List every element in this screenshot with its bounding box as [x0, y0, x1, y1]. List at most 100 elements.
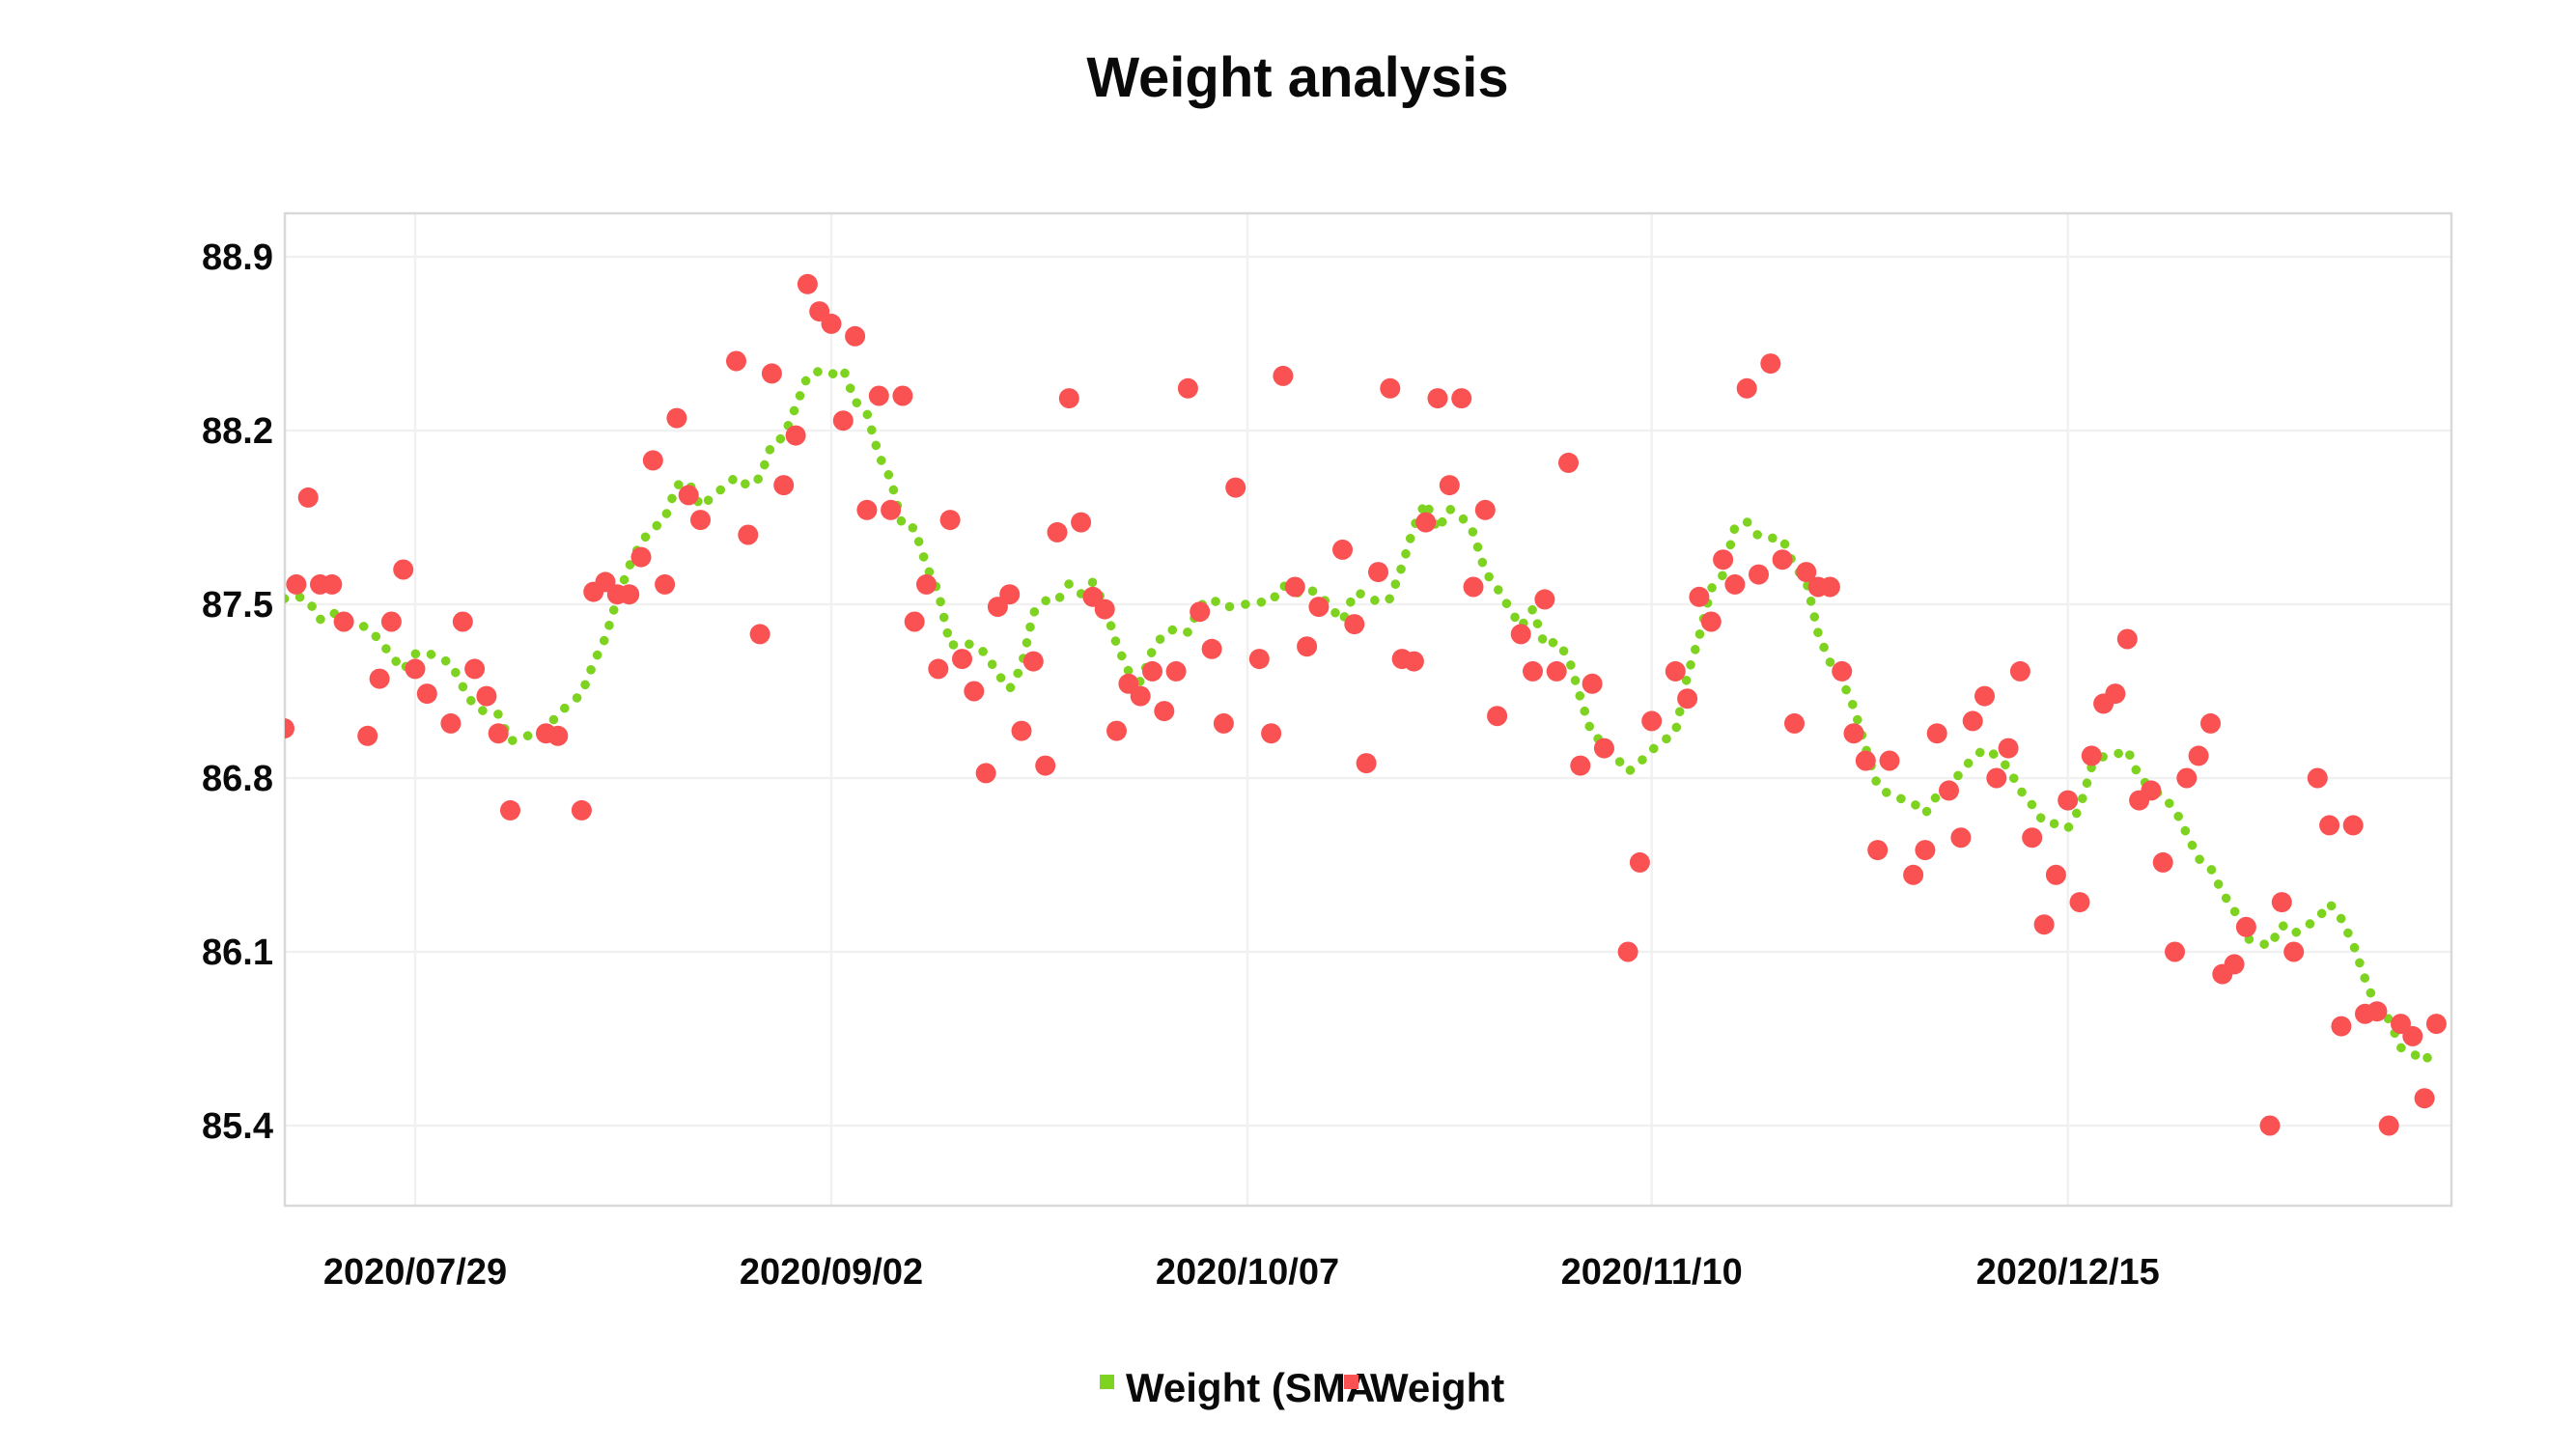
weight-point — [1011, 720, 1032, 741]
weight-point — [1629, 851, 1650, 873]
weight-point — [845, 325, 866, 347]
legend-label-weight: Weight — [1370, 1365, 1504, 1410]
weight-point — [928, 658, 949, 680]
weight-point — [464, 658, 486, 680]
weight-point — [416, 683, 437, 705]
weight-point — [1926, 723, 1947, 744]
weight-point — [1879, 750, 1900, 771]
weight-point — [1689, 586, 1710, 607]
weight-point — [964, 681, 985, 702]
y-tick-label: 87.5 — [202, 585, 273, 626]
weight-point — [821, 313, 842, 334]
weight-point — [1855, 750, 1876, 771]
weight-point — [1903, 864, 1924, 885]
weight-point — [797, 273, 818, 294]
weight-point — [2045, 864, 2066, 885]
x-tick-label: 2020/12/15 — [1976, 1252, 2160, 1293]
weight-point — [726, 350, 746, 372]
weight-point — [1534, 589, 1555, 610]
weight-point — [286, 573, 307, 595]
weight-point — [666, 407, 687, 429]
weight-point — [1915, 840, 1936, 861]
weight-point — [1832, 660, 1853, 682]
weight-point — [2116, 628, 2138, 650]
weight-point — [1463, 576, 1484, 598]
weight-point — [297, 487, 319, 508]
weight-point — [476, 685, 497, 707]
weight-point — [2331, 1016, 2352, 1037]
weight-point — [1261, 723, 1282, 744]
weight-point — [1058, 388, 1079, 409]
weight-point — [1284, 576, 1305, 598]
weight-point — [1546, 660, 1567, 682]
weight-points — [285, 273, 2447, 1136]
weight-point — [1617, 941, 1638, 962]
weight-point — [1819, 576, 1840, 598]
y-axis-labels: 88.9 88.2 87.5 86.8 86.1 85.4 — [202, 237, 273, 1147]
weight-point — [1523, 660, 1543, 682]
weight-point — [2402, 1025, 2423, 1046]
weight-point — [357, 725, 378, 746]
weight-point — [1784, 712, 1805, 734]
weight-point — [2319, 815, 2340, 836]
weight-point — [655, 573, 676, 595]
weight-point — [1700, 611, 1722, 632]
weight-point — [761, 363, 782, 384]
weight-point — [2033, 914, 2055, 935]
weight-point — [452, 611, 473, 632]
weight-point — [1772, 549, 1793, 571]
weight-point — [1570, 755, 1591, 776]
weight-point — [1380, 377, 1401, 399]
weight-point — [1487, 706, 1508, 727]
weight-point — [2176, 767, 2198, 789]
weight-point — [738, 524, 759, 545]
weight-point — [2224, 954, 2245, 975]
weight-point — [1190, 601, 1211, 623]
weight-point — [440, 712, 462, 734]
weight-point — [1356, 753, 1377, 774]
weight-point — [2342, 815, 2364, 836]
weight-point — [2366, 1001, 2388, 1022]
weight-point — [1142, 660, 1162, 682]
weight-point — [2200, 712, 2221, 734]
weight-point — [2069, 892, 2090, 913]
weight-point — [630, 546, 652, 568]
weight-point — [619, 584, 640, 605]
weight-point — [1130, 685, 1151, 707]
weight-point — [285, 718, 294, 739]
weight-point — [1308, 597, 1330, 618]
weight-point — [642, 450, 663, 471]
weight-point — [1724, 573, 1746, 595]
weight-point — [690, 510, 711, 531]
weight-point — [1177, 377, 1198, 399]
weight-point — [999, 584, 1021, 605]
weight-point — [405, 658, 426, 680]
weight-point — [2081, 745, 2102, 766]
weight-point — [1867, 840, 1889, 861]
weight-point — [1427, 388, 1448, 409]
weight-point — [678, 485, 699, 506]
weight-point — [2425, 1014, 2447, 1035]
x-tick-label: 2020/10/07 — [1156, 1252, 1339, 1293]
weight-point — [2307, 767, 2328, 789]
weight-point — [1332, 539, 1353, 560]
weight-point — [2259, 1115, 2281, 1136]
weight-point — [2188, 745, 2209, 766]
weight-point — [2105, 683, 2126, 705]
weight-point — [1665, 660, 1686, 682]
y-tick-label: 85.4 — [202, 1106, 273, 1147]
weight-point — [1403, 651, 1424, 672]
legend-label-sma: Weight (SMA — [1126, 1365, 1375, 1410]
weight-point — [1022, 651, 1044, 672]
weight-point — [2152, 851, 2173, 873]
weight-point — [488, 723, 509, 744]
weight-point — [785, 425, 806, 446]
weight-point — [1558, 452, 1579, 473]
weight-point — [749, 624, 770, 645]
weight-point — [892, 385, 913, 406]
weight-point — [1749, 564, 1769, 585]
weight-point — [1510, 624, 1531, 645]
weight-point — [2022, 827, 2043, 849]
